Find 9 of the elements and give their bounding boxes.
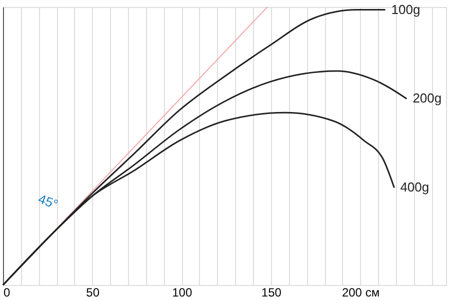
series-label: 100g bbox=[391, 2, 420, 17]
annotation: 45° bbox=[36, 191, 60, 212]
x-tick-label: 100 bbox=[172, 286, 192, 300]
x-tick-label: 50 bbox=[86, 286, 100, 300]
x-tick-label: 0 bbox=[4, 286, 10, 300]
x-tick-label: 150 bbox=[261, 286, 282, 300]
series-label: 200g bbox=[412, 90, 442, 106]
series-label: 400g bbox=[400, 180, 430, 195]
x-tick-label: 200 см bbox=[342, 286, 380, 300]
